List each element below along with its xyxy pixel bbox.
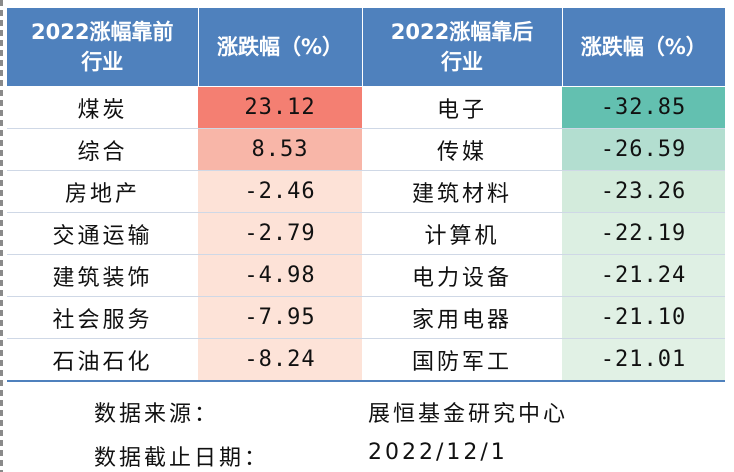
top-change-cell: -2.46 xyxy=(198,170,362,213)
header-bottom-industry-line2: 行业 xyxy=(441,50,483,74)
industry-performance-table-wrap: 2022涨幅靠前 行业 涨跌幅（%） 2022涨幅靠后 行业 涨跌幅（%） 煤炭… xyxy=(7,8,725,382)
top-industry-cell: 综合 xyxy=(7,128,198,171)
header-top-industry: 2022涨幅靠前 行业 xyxy=(7,8,199,87)
table-row: 建筑装饰 -4.98 电力设备 -21.24 xyxy=(7,254,725,297)
data-date-value: 2022/12/1 xyxy=(368,440,508,465)
data-source-value: 展恒基金研究中心 xyxy=(368,402,569,427)
header-top-change-line1: 涨跌幅（%） xyxy=(216,35,344,59)
bottom-industry-cell: 计算机 xyxy=(362,212,562,255)
top-industry-cell: 房地产 xyxy=(7,170,198,213)
bottom-change-cell: -23.26 xyxy=(562,170,725,213)
bottom-change-cell: -22.19 xyxy=(562,212,725,255)
top-change-cell: -2.79 xyxy=(198,212,362,255)
header-top-change: 涨跌幅（%） xyxy=(198,8,363,87)
bottom-industry-cell: 家用电器 xyxy=(362,296,562,339)
bottom-change-cell: -21.10 xyxy=(562,296,725,339)
top-industry-cell: 社会服务 xyxy=(7,296,198,339)
header-bottom-industry-line1: 2022涨幅靠后 xyxy=(390,20,534,44)
bottom-industry-cell: 电力设备 xyxy=(362,254,562,297)
table-row: 煤炭 23.12 电子 -32.85 xyxy=(7,86,725,129)
table-row: 综合 8.53 传媒 -26.59 xyxy=(7,128,725,171)
data-source-label: 数据来源： xyxy=(94,402,220,427)
header-bottom-industry: 2022涨幅靠后 行业 xyxy=(362,8,563,87)
top-industry-cell: 交通运输 xyxy=(7,212,198,255)
table-row: 房地产 -2.46 建筑材料 -23.26 xyxy=(7,170,725,213)
bottom-change-cell: -26.59 xyxy=(562,128,725,171)
table-row: 石油石化 -8.24 国防军工 -21.01 xyxy=(7,338,725,382)
top-industry-cell: 石油石化 xyxy=(7,338,198,382)
top-change-cell: -4.98 xyxy=(198,254,362,297)
top-change-cell: -7.95 xyxy=(198,296,362,339)
industry-performance-table: 2022涨幅靠前 行业 涨跌幅（%） 2022涨幅靠后 行业 涨跌幅（%） 煤炭… xyxy=(7,8,725,382)
top-industry-cell: 煤炭 xyxy=(7,86,198,129)
bottom-industry-cell: 传媒 xyxy=(362,128,562,171)
header-top-industry-line2: 行业 xyxy=(81,50,124,74)
bottom-change-cell: -21.01 xyxy=(562,338,725,382)
bottom-industry-cell: 建筑材料 xyxy=(362,170,562,213)
top-change-cell: 23.12 xyxy=(198,86,362,129)
bottom-change-cell: -32.85 xyxy=(562,86,725,129)
bottom-industry-cell: 电子 xyxy=(362,86,562,129)
header-top-industry-line1: 2022涨幅靠前 xyxy=(31,20,174,44)
top-change-cell: -8.24 xyxy=(198,338,362,382)
table-row: 交通运输 -2.79 计算机 -22.19 xyxy=(7,212,725,255)
top-change-cell: 8.53 xyxy=(198,128,362,171)
table-row: 社会服务 -7.95 家用电器 -21.10 xyxy=(7,296,725,339)
header-bottom-change-line1: 涨跌幅（%） xyxy=(580,35,707,59)
top-industry-cell: 建筑装饰 xyxy=(7,254,198,297)
bottom-change-cell: -21.24 xyxy=(562,254,725,297)
bottom-industry-cell: 国防军工 xyxy=(362,338,562,382)
data-date-label: 数据截止日期： xyxy=(94,446,270,471)
table-header-row: 2022涨幅靠前 行业 涨跌幅（%） 2022涨幅靠后 行业 涨跌幅（%） xyxy=(7,8,725,87)
header-bottom-change: 涨跌幅（%） xyxy=(562,8,725,87)
left-dashed-border xyxy=(0,0,3,472)
